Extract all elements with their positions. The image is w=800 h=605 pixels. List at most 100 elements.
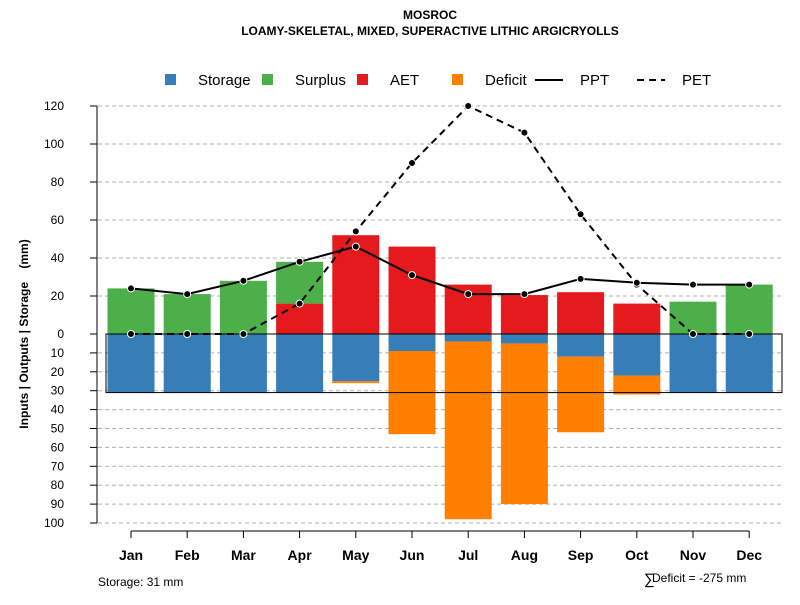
pet-point (183, 330, 192, 338)
storage-bar (332, 334, 380, 382)
y-tick-label: 90 (51, 497, 65, 511)
lines (127, 102, 754, 338)
deficit-bar (613, 375, 661, 395)
axes: 0 20 40 60 80 100 120 10 20 30 40 50 60 70 80 90 100 Jan F… (44, 99, 762, 563)
aet-bar (276, 303, 324, 334)
legend-label-surplus: Surplus (295, 72, 346, 89)
x-tick-label: Apr (288, 547, 313, 563)
legend: Storage Surplus AET Deficit PPT PET (165, 72, 711, 89)
ppt-point (745, 280, 754, 289)
storage-bar (163, 334, 211, 393)
ppt-point (408, 271, 416, 280)
y-tick-label: 100 (44, 137, 64, 151)
y-tick-label: 70 (51, 459, 65, 473)
pet-point (239, 330, 248, 338)
ppt-point (239, 276, 248, 285)
chart-title: MOSROC (403, 8, 457, 22)
storage-capacity-box (105, 333, 783, 394)
pet-point (127, 330, 135, 338)
x-tick-label: Nov (680, 547, 707, 563)
storage-bar (276, 334, 324, 393)
x-tick-label: Jun (400, 547, 425, 563)
x-tick-label: Jul (458, 547, 478, 563)
y-tick-label: 20 (51, 365, 65, 379)
pet-point (576, 210, 585, 219)
x-tick-label: Feb (175, 547, 200, 563)
pet-line (131, 104, 750, 335)
storage-bar (557, 334, 605, 357)
y-tick-label: 0 (57, 327, 64, 341)
pet-point (464, 102, 473, 110)
aet-bar (557, 292, 605, 334)
sum-symbol: ∑ (644, 571, 655, 588)
legend-swatch-surplus (262, 74, 273, 85)
aet-bar (613, 303, 661, 334)
y-tick-label: 50 (51, 422, 65, 436)
x-tick-label: Mar (231, 547, 256, 563)
surplus-bar (276, 261, 324, 304)
ppt-point (520, 290, 529, 299)
storage-bar (613, 334, 661, 376)
pet-point (295, 299, 304, 308)
y-tick-label: 10 (51, 346, 65, 360)
x-tick-label: Oct (625, 547, 649, 563)
aet-bar (388, 246, 436, 334)
x-tick-label: Aug (511, 547, 538, 563)
ppt-point (689, 280, 697, 289)
ppt-point (295, 257, 304, 266)
y-tick-label: 40 (51, 403, 65, 417)
deficit-bar (332, 381, 380, 384)
pet-point (351, 227, 360, 236)
ppt-line (130, 245, 750, 296)
legend-label-pet: PET (682, 72, 711, 89)
surplus-bar (163, 294, 211, 334)
x-tick-label: Jan (119, 547, 143, 563)
y-tick-label: 80 (51, 175, 65, 189)
y-tick-label: 60 (51, 213, 65, 227)
ppt-point (464, 290, 473, 299)
legend-swatch-aet (357, 74, 368, 85)
ppt-point (127, 284, 135, 293)
gridlines (98, 105, 782, 524)
bars (105, 235, 783, 520)
storage-note: Storage: 31 mm (98, 575, 183, 589)
surplus-bar (669, 301, 717, 334)
pet-point (689, 330, 697, 338)
y-tick-label: 100 (44, 516, 64, 530)
y-tick-label: 40 (51, 251, 65, 265)
ppt-point (576, 274, 585, 283)
surplus-bar (725, 284, 773, 334)
legend-swatch-storage (165, 74, 176, 85)
y-tick-label: 20 (51, 289, 65, 303)
surplus-bar (107, 288, 155, 334)
deficit-bar (444, 341, 492, 520)
x-tick-label: Sep (568, 547, 594, 563)
y-tick-label: 60 (51, 440, 65, 454)
aet-bar (500, 295, 548, 334)
pet-point (408, 159, 416, 167)
y-tick-label: 30 (51, 384, 65, 398)
x-tick-label: May (342, 547, 369, 563)
storage-bar (219, 334, 267, 393)
storage-bar (500, 334, 548, 344)
legend-swatch-deficit (452, 74, 463, 85)
storage-bar (725, 334, 773, 393)
storage-bar (444, 334, 492, 342)
y-tick-label: 120 (44, 99, 64, 113)
storage-bar (107, 334, 155, 393)
y-tick-label: 80 (51, 478, 65, 492)
pet-point (745, 330, 754, 338)
legend-label-deficit: Deficit (485, 72, 528, 89)
deficit-bar (557, 356, 605, 433)
storage-bar (388, 334, 436, 352)
ppt-point (632, 278, 641, 287)
deficit-bar (500, 343, 548, 505)
pet-point (520, 128, 529, 137)
ppt-point (351, 242, 360, 251)
storage-bar (669, 334, 717, 393)
y-axis-label: Inputs | Outputs | Storage (mm) (17, 239, 31, 428)
legend-label-storage: Storage (198, 72, 251, 89)
legend-label-ppt: PPT (580, 72, 609, 89)
legend-label-aet: AET (390, 72, 419, 89)
